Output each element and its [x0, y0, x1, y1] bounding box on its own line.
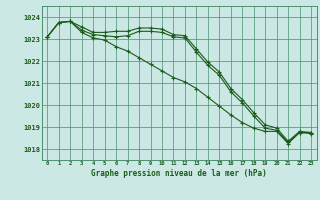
X-axis label: Graphe pression niveau de la mer (hPa): Graphe pression niveau de la mer (hPa) [91, 169, 267, 178]
